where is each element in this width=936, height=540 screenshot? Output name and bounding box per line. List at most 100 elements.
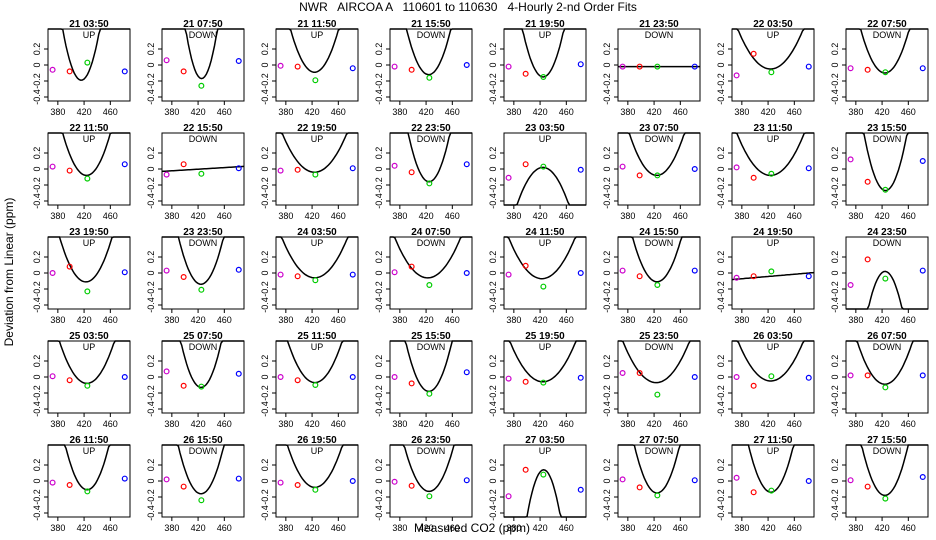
y-tick-label: 0 bbox=[260, 374, 270, 379]
panel-title: 26 15:50 bbox=[183, 435, 223, 446]
data-point bbox=[522, 378, 529, 385]
x-tick-label: 380 bbox=[848, 419, 863, 429]
x-tick-label: 380 bbox=[50, 315, 65, 325]
y-tick-label: 0 bbox=[488, 374, 498, 379]
y-tick-label: 0 bbox=[32, 62, 42, 67]
y-tick-label: 0.2 bbox=[830, 355, 840, 368]
x-tick-label: 460 bbox=[901, 523, 916, 533]
fit-curve bbox=[504, 236, 586, 280]
fit-curve bbox=[504, 28, 586, 78]
y-tick-label: 0.2 bbox=[260, 43, 270, 56]
y-tick-label: -0.2 bbox=[374, 489, 384, 505]
data-point bbox=[84, 59, 91, 66]
panel-direction-label: DOWN bbox=[189, 446, 218, 456]
data-point bbox=[463, 61, 470, 68]
y-tick-label: 0 bbox=[716, 270, 726, 275]
data-point bbox=[294, 63, 301, 70]
y-tick-label: -0.2 bbox=[830, 177, 840, 193]
panel-direction-label: DOWN bbox=[189, 134, 218, 144]
fit-curve bbox=[846, 132, 928, 192]
y-tick-label: 0.2 bbox=[488, 459, 498, 472]
data-point bbox=[349, 65, 356, 72]
x-tick-label: 460 bbox=[331, 107, 346, 117]
data-point bbox=[84, 382, 91, 389]
x-tick-label: 380 bbox=[848, 315, 863, 325]
x-tick-label: 380 bbox=[620, 419, 635, 429]
panel-direction-label: UP bbox=[767, 30, 780, 40]
x-tick-label: 460 bbox=[103, 419, 118, 429]
fit-curve bbox=[276, 340, 358, 384]
data-point bbox=[505, 493, 512, 500]
panel-title: 26 23:50 bbox=[411, 435, 451, 446]
data-point bbox=[505, 63, 512, 70]
fit-curve bbox=[162, 340, 244, 389]
y-tick-label: 0 bbox=[374, 478, 384, 483]
data-point bbox=[408, 66, 415, 73]
chart-title: NWR AIRCOA A 110601 to 110630 4-Hourly 2… bbox=[299, 0, 637, 14]
y-tick-label: 0 bbox=[488, 478, 498, 483]
y-tick-label: 0 bbox=[32, 270, 42, 275]
y-tick-label: 0.2 bbox=[146, 355, 156, 368]
data-point bbox=[180, 483, 187, 490]
x-tick-label: 460 bbox=[217, 107, 232, 117]
y-tick-label: 0 bbox=[146, 478, 156, 483]
x-tick-label: 380 bbox=[620, 315, 635, 325]
y-tick-label: 0 bbox=[602, 478, 612, 483]
y-tick-label: -0.2 bbox=[146, 281, 156, 297]
y-tick-label: 0.2 bbox=[488, 355, 498, 368]
y-tick-label: -0.4 bbox=[146, 193, 156, 209]
x-tick-label: 380 bbox=[734, 315, 749, 325]
x-tick-label: 460 bbox=[787, 107, 802, 117]
y-tick-label: -0.4 bbox=[146, 297, 156, 313]
x-tick-label: 420 bbox=[533, 315, 548, 325]
x-tick-label: 380 bbox=[278, 419, 293, 429]
data-point bbox=[805, 273, 812, 280]
data-point bbox=[312, 486, 319, 493]
y-tick-label: 0 bbox=[260, 166, 270, 171]
y-tick-label: -0.4 bbox=[146, 505, 156, 521]
panel-title: 22 07:50 bbox=[867, 19, 907, 30]
panel-direction-label: UP bbox=[767, 342, 780, 352]
y-tick-label: -0.4 bbox=[260, 89, 270, 105]
data-point bbox=[294, 166, 301, 173]
data-point bbox=[312, 382, 319, 389]
y-tick-label: 0.2 bbox=[260, 147, 270, 160]
panel-title: 26 11:50 bbox=[70, 435, 109, 446]
fit-curve bbox=[276, 132, 358, 173]
panel-direction-label: DOWN bbox=[189, 342, 218, 352]
panel-direction-label: UP bbox=[311, 446, 324, 456]
data-point bbox=[540, 283, 547, 290]
data-point bbox=[121, 68, 128, 75]
data-point bbox=[636, 484, 643, 491]
x-tick-label: 460 bbox=[559, 315, 574, 325]
data-point bbox=[463, 477, 470, 484]
y-tick-label: -0.2 bbox=[830, 385, 840, 401]
y-tick-label: -0.2 bbox=[716, 73, 726, 89]
panel-title: 21 23:50 bbox=[639, 19, 679, 30]
x-tick-label: 380 bbox=[734, 107, 749, 117]
data-point bbox=[277, 167, 284, 174]
data-point bbox=[654, 63, 661, 70]
data-point bbox=[426, 74, 433, 81]
x-tick-label: 420 bbox=[305, 315, 320, 325]
y-tick-label: -0.2 bbox=[32, 281, 42, 297]
data-point bbox=[768, 69, 775, 76]
data-point bbox=[66, 263, 73, 270]
data-point bbox=[198, 497, 205, 504]
y-tick-label: 0.2 bbox=[716, 355, 726, 368]
y-tick-label: -0.4 bbox=[146, 89, 156, 105]
data-point bbox=[522, 262, 529, 269]
panel-direction-label: UP bbox=[83, 134, 96, 144]
y-tick-label: -0.4 bbox=[716, 193, 726, 209]
panel-direction-label: DOWN bbox=[645, 134, 674, 144]
data-point bbox=[426, 493, 433, 500]
panel-title: 24 07:50 bbox=[411, 227, 451, 238]
